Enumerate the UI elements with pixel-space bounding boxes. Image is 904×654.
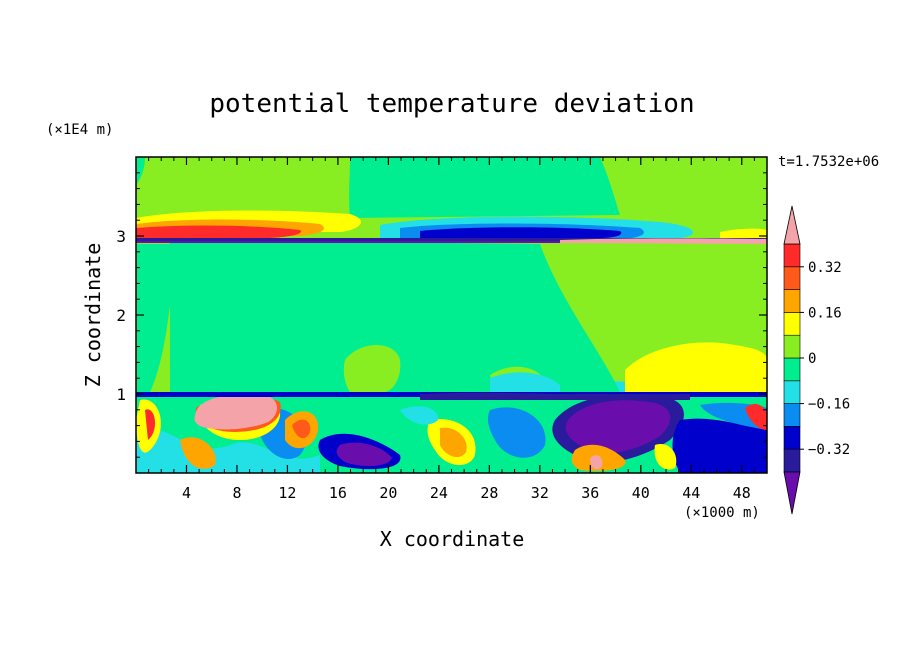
warm-blob xyxy=(194,393,278,430)
upper-layer-patch xyxy=(349,157,620,218)
colorbar-segment xyxy=(783,403,801,427)
y-axis: 1 2 3 xyxy=(116,172,767,458)
x-unit-label: (×1000 m) xyxy=(684,505,760,521)
x-tick-label: 32 xyxy=(531,484,549,502)
lower-layer-patch xyxy=(745,404,767,430)
colorbar-label: −0.16 xyxy=(808,397,850,413)
colorbar-label: −0.32 xyxy=(808,442,850,458)
colorbar-segment xyxy=(783,266,801,290)
lower-layer-patch xyxy=(672,418,767,473)
y-tick-label: 1 xyxy=(116,385,126,404)
contour-field xyxy=(136,157,767,473)
colorbar: 0.32 0.16 0 −0.16 −0.32 xyxy=(783,205,850,515)
x-tick-label: 8 xyxy=(232,484,241,502)
lower-layer-patch xyxy=(136,428,320,473)
middle-layer-patch xyxy=(343,345,401,392)
tropopause-band xyxy=(136,238,767,241)
cold-blob xyxy=(565,400,671,453)
x-tick-label: 24 xyxy=(430,484,448,502)
cold-blob xyxy=(336,442,392,467)
middle-layer-patch xyxy=(625,342,767,392)
inversion-band xyxy=(420,392,690,400)
colorbar-segment xyxy=(783,448,801,473)
y-axis-label: Z coordinate xyxy=(81,243,105,388)
colorbar-segment xyxy=(783,380,801,404)
x-tick-label: 16 xyxy=(329,484,347,502)
colorbar-extend-max xyxy=(783,205,801,245)
middle-layer-patch xyxy=(490,372,560,392)
colorbar-label: 0.32 xyxy=(808,260,842,276)
upper-layer-patch xyxy=(720,228,767,240)
upper-layer-patch xyxy=(136,157,145,185)
x-axis-label: X coordinate xyxy=(380,527,525,551)
x-tick-label: 28 xyxy=(480,484,498,502)
x-tick-label: 40 xyxy=(632,484,650,502)
lower-layer-patch xyxy=(590,455,603,470)
tropopause-band xyxy=(560,238,767,244)
middle-layer-patch xyxy=(170,240,620,392)
y-tick-label: 2 xyxy=(116,306,126,325)
tropopause-band xyxy=(136,241,767,243)
lower-layer-patch xyxy=(654,444,677,470)
cold-band xyxy=(420,227,622,238)
x-tick-label: 12 xyxy=(278,484,296,502)
y-unit-label: (×1E4 m) xyxy=(46,122,113,138)
colorbar-segment xyxy=(783,243,801,268)
x-tick-label: 36 xyxy=(581,484,599,502)
colorbar-segment xyxy=(783,426,801,450)
x-tick-label: 44 xyxy=(682,484,700,502)
x-axis: 4 8 12 16 20 24 28 32 36 40 44 48 xyxy=(148,157,755,502)
warm-band xyxy=(136,225,301,238)
colorbar-segment xyxy=(783,334,801,359)
colorbar-segment xyxy=(783,312,801,336)
middle-layer-patch xyxy=(136,244,175,392)
colorbar-label: 0 xyxy=(808,351,816,367)
lower-layer-patch xyxy=(292,419,311,439)
lower-layer-patch xyxy=(487,407,546,458)
chart-title: potential temperature deviation xyxy=(209,89,694,119)
colorbar-extend-min xyxy=(783,471,801,515)
y-tick-label: 3 xyxy=(116,227,126,246)
x-tick-label: 20 xyxy=(379,484,397,502)
time-label: t=1.7532e+06 xyxy=(778,154,879,170)
lower-layer-patch xyxy=(440,427,467,458)
colorbar-segment xyxy=(783,357,801,382)
x-tick-label: 4 xyxy=(182,484,191,502)
colorbar-label: 0.16 xyxy=(808,305,842,321)
lower-layer-patch xyxy=(145,409,156,440)
x-tick-label: 48 xyxy=(733,484,751,502)
lower-layer-patch xyxy=(180,437,216,469)
colorbar-segment xyxy=(783,289,801,313)
lower-layer-patch xyxy=(400,406,439,425)
